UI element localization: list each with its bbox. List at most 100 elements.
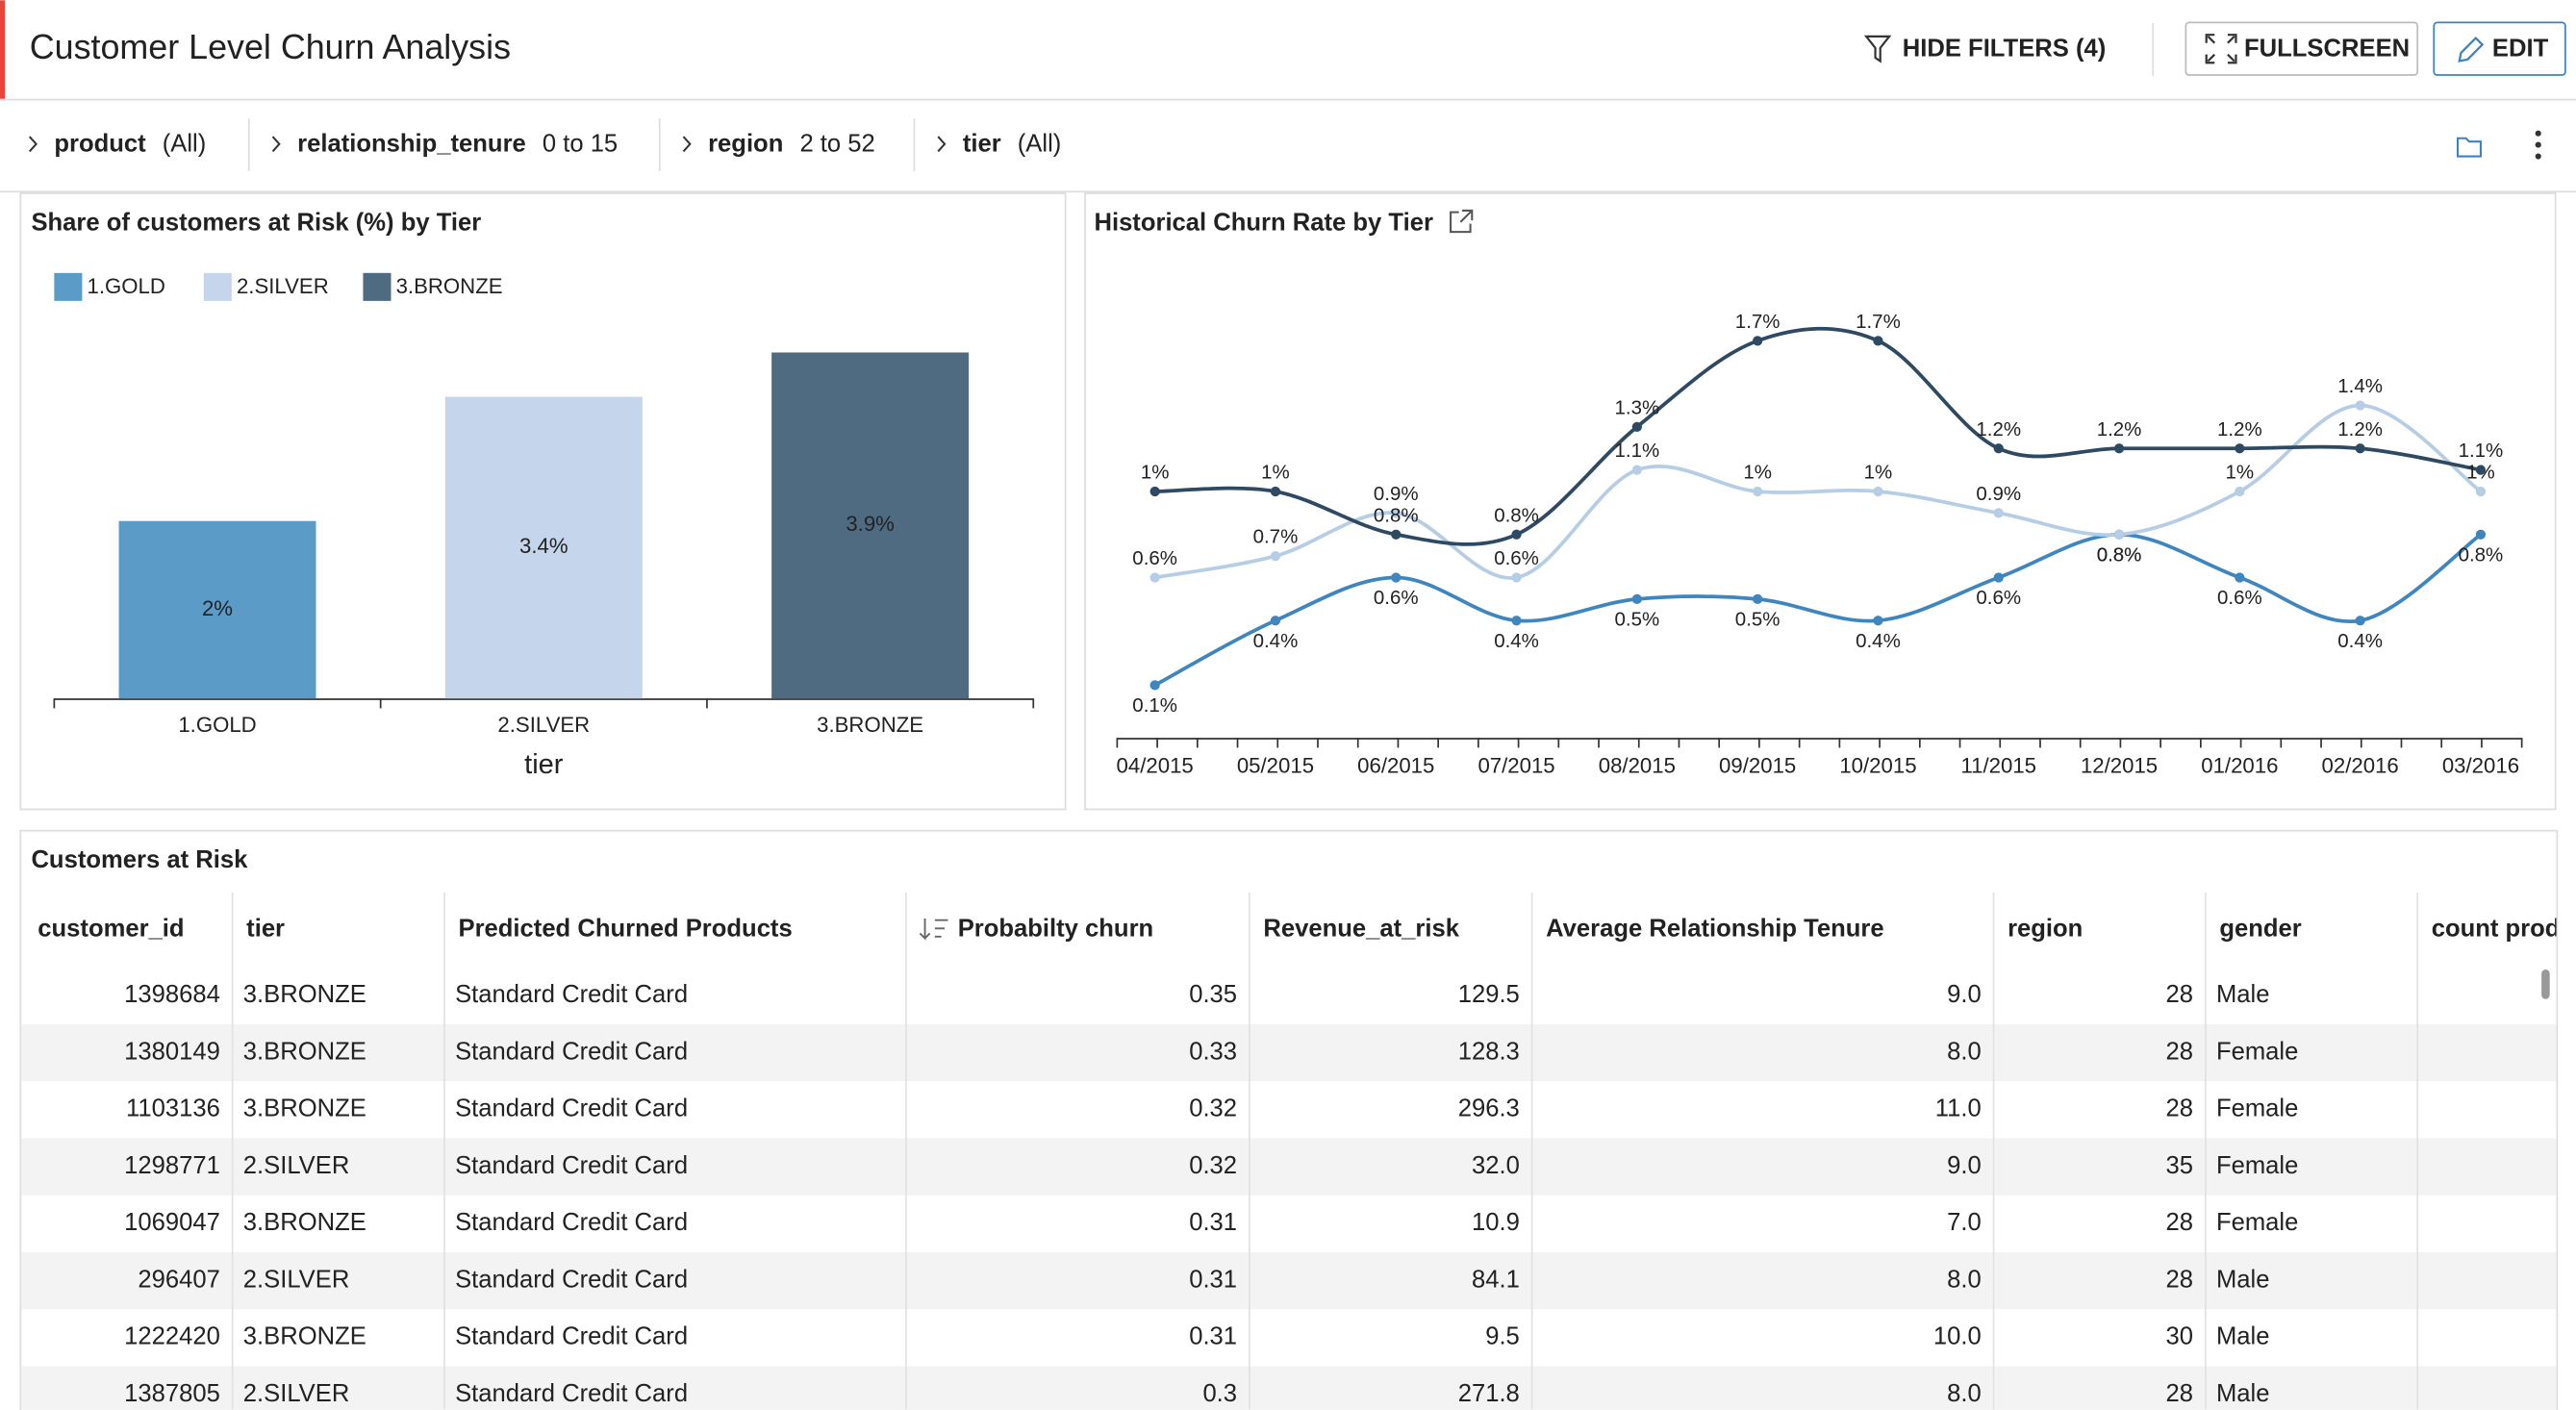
- table-cell: 28: [2166, 1266, 2194, 1293]
- column-header[interactable]: count prod: [2432, 916, 2561, 943]
- data-point: [2235, 443, 2245, 454]
- x-tick-label: 07/2015: [1477, 754, 1554, 778]
- data-point: [1631, 421, 1642, 432]
- filter-name: product: [54, 130, 146, 157]
- table-cell: 9.5: [1485, 1323, 1520, 1350]
- dot: [2535, 130, 2541, 137]
- column-header[interactable]: customer_id: [38, 916, 184, 943]
- value-label: 0.4%: [1494, 630, 1539, 652]
- data-point: [1873, 336, 1883, 346]
- filter-chip[interactable]: tier (All): [937, 130, 1061, 157]
- table-cell: 1380149: [124, 1038, 220, 1065]
- chart-title: Historical Churn Rate by Tier: [1094, 209, 1432, 236]
- table-cell: 296407: [138, 1266, 219, 1293]
- table-cell: 8.0: [1947, 1380, 1982, 1407]
- edit-button[interactable]: EDIT: [2433, 21, 2566, 76]
- column-header[interactable]: Average Relationship Tenure: [1546, 916, 1884, 943]
- table-cell: 1298771: [124, 1152, 220, 1179]
- filter-chip[interactable]: region 2 to 52: [682, 130, 875, 157]
- more-menu[interactable]: [2535, 130, 2541, 160]
- table-cell: 9.0: [1947, 981, 1982, 1008]
- value-label: 1%: [2226, 462, 2255, 484]
- x-axis-label: tier: [524, 749, 564, 780]
- data-point: [1270, 616, 1281, 626]
- value-label: 1%: [1743, 462, 1772, 484]
- table-cell: 1398684: [124, 981, 220, 1008]
- table-cell: 28: [2166, 1209, 2194, 1236]
- value-label: 2%: [202, 596, 233, 620]
- table-cell: 0.35: [1189, 981, 1237, 1008]
- filter-chip[interactable]: relationship_tenure 0 to 15: [271, 130, 619, 157]
- table-cell: 3.BRONZE: [243, 1209, 366, 1236]
- data-point: [1993, 508, 2004, 518]
- x-tick-label: 2.SILVER: [497, 713, 590, 737]
- table-cell: 1103136: [126, 1095, 220, 1122]
- table-cell: 0.31: [1189, 1266, 1237, 1293]
- x-tick-label: 03/2016: [2442, 754, 2519, 778]
- hide-filters-button[interactable]: HIDE FILTERS (4): [1863, 35, 2106, 63]
- value-label: 1.3%: [1615, 396, 1660, 418]
- column-header[interactable]: Probabilty churn: [958, 916, 1153, 943]
- dot: [2535, 153, 2541, 160]
- table-cell: Male: [2216, 1266, 2270, 1293]
- value-label: 1.1%: [1615, 440, 1660, 462]
- line-chart: 04/2015 05/2015 06/2015 07/2015 08/2015 09/20…: [1116, 311, 2523, 778]
- x-tick-label: 12/2015: [2081, 754, 2158, 778]
- table-cell: 84.1: [1472, 1266, 1520, 1293]
- filter-bar: product (All) relationship_tenure 0 to 15 re…: [28, 118, 1061, 171]
- data-point: [1753, 593, 1763, 604]
- data-point: [2113, 443, 2125, 454]
- table-cell: Standard Credit Card: [455, 1323, 688, 1350]
- legend-swatch: [203, 272, 232, 301]
- fullscreen-button[interactable]: FULLSCREEN: [2185, 21, 2419, 76]
- table-cell: 3.BRONZE: [243, 1038, 366, 1065]
- data-point: [1873, 616, 1883, 626]
- scrollbar[interactable]: [2541, 969, 2550, 999]
- table-cell: 0.33: [1189, 1038, 1237, 1065]
- folder-icon[interactable]: [2457, 137, 2482, 158]
- value-label: 0.6%: [1132, 547, 1177, 569]
- data-point: [1511, 529, 1522, 540]
- filter-name: region: [708, 130, 783, 157]
- table-cell: 28: [2166, 1038, 2194, 1065]
- external-link-icon[interactable]: [1450, 209, 1474, 234]
- column-header[interactable]: gender: [2219, 916, 2301, 943]
- filter-icon: [1863, 35, 1892, 63]
- table-cell: 35: [2166, 1152, 2194, 1179]
- value-label: 0.7%: [1253, 526, 1299, 548]
- table-cell: 28: [2166, 1380, 2194, 1407]
- table-cell: Male: [2216, 981, 2270, 1008]
- filter-name: relationship_tenure: [297, 130, 526, 157]
- column-header[interactable]: tier: [246, 916, 285, 943]
- column-header[interactable]: Revenue_at_risk: [1263, 916, 1459, 943]
- data-point: [2355, 400, 2365, 411]
- x-tick-label: 10/2015: [1839, 754, 1916, 778]
- table-cell: 3.BRONZE: [243, 1095, 366, 1122]
- table-cell: Standard Credit Card: [455, 981, 688, 1008]
- data-point: [1391, 572, 1402, 583]
- table-cell: 2.SILVER: [243, 1266, 350, 1293]
- table-cell: 28: [2166, 981, 2194, 1008]
- value-label: 0.4%: [2337, 630, 2383, 652]
- column-header[interactable]: Predicted Churned Products: [459, 916, 793, 943]
- x-tick-label: 09/2015: [1719, 754, 1796, 778]
- legend-label: 1.GOLD: [88, 274, 165, 298]
- dot: [2535, 141, 2541, 148]
- series-line: [1153, 532, 2483, 687]
- chevron: [28, 136, 38, 153]
- data-point: [2113, 529, 2125, 540]
- x-tick-label: 11/2015: [1960, 754, 2036, 778]
- button-frame: [2185, 21, 2419, 76]
- x-tick-label: 04/2015: [1117, 754, 1194, 778]
- button-label: FULLSCREEN: [2244, 35, 2410, 62]
- filter-chip[interactable]: product (All): [28, 130, 207, 157]
- table-cell: Standard Credit Card: [455, 1380, 688, 1407]
- value-label: 1.2%: [2337, 418, 2383, 441]
- button-label: EDIT: [2492, 35, 2549, 62]
- value-label: 1.7%: [1856, 311, 1901, 333]
- column-header[interactable]: region: [2008, 916, 2083, 943]
- button-frame: [2433, 21, 2566, 76]
- value-label: 0.9%: [1976, 483, 2021, 505]
- data-point: [1270, 486, 1281, 497]
